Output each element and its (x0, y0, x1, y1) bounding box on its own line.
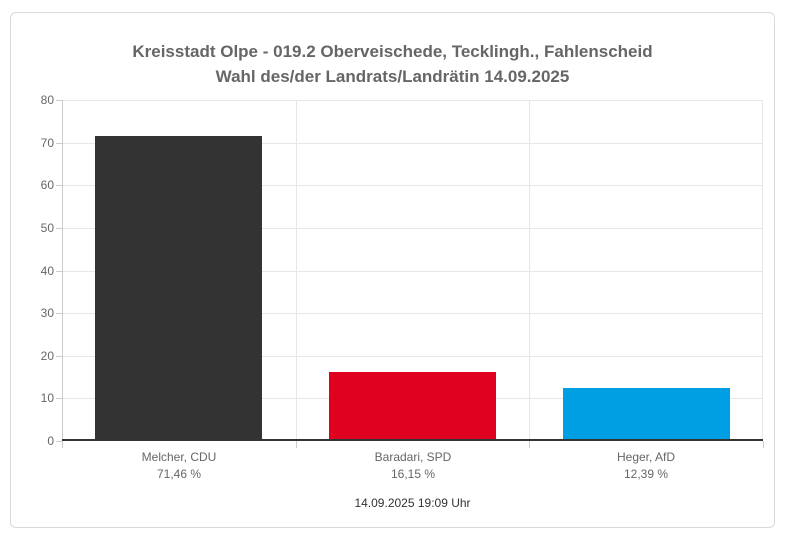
plot-area (62, 100, 763, 441)
category-gridline (762, 100, 763, 441)
gridline (62, 185, 763, 186)
chart-title-line1: Kreisstadt Olpe - 019.2 Oberveischede, T… (132, 42, 653, 61)
gridline (62, 100, 763, 101)
gridline (62, 228, 763, 229)
category-gridline (529, 100, 530, 441)
gridline (62, 313, 763, 314)
bar-heger-afd[interactable] (563, 388, 730, 441)
footer-timestamp: 14.09.2025 19:09 Uhr (354, 496, 471, 510)
y-axis-line (62, 100, 63, 441)
chart-title-line2: Wahl des/der Landrats/Landrätin 14.09.20… (215, 67, 570, 86)
gridline (62, 356, 763, 357)
x-axis-line (62, 439, 763, 441)
gridline (62, 143, 763, 144)
category-gridline (296, 100, 297, 441)
bar-baradari-spd[interactable] (329, 372, 496, 441)
gridline (62, 271, 763, 272)
chart-title: Kreisstadt Olpe - 019.2 Oberveischede, T… (11, 39, 774, 89)
bar-melcher-cdu[interactable] (95, 136, 262, 441)
